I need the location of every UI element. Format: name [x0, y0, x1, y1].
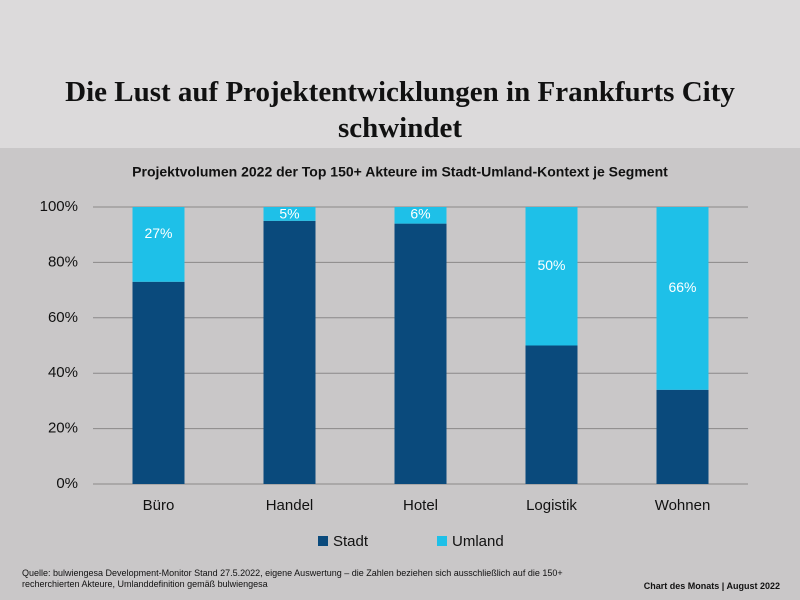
chart-title: Projektvolumen 2022 der Top 150+ Akteure… — [132, 164, 668, 180]
x-tick-label: Handel — [266, 497, 314, 514]
y-tick-label: 0% — [56, 475, 78, 492]
legend-label: Stadt — [333, 533, 369, 550]
bar-segment — [263, 220, 316, 484]
bar-segment — [132, 207, 185, 282]
credit: Chart des Monats | August 2022 — [643, 581, 780, 591]
x-tick-label: Wohnen — [655, 497, 711, 514]
x-tick-label: Büro — [143, 497, 175, 514]
value-label: 5% — [279, 206, 299, 222]
bar-segment — [132, 281, 185, 484]
bar-segment — [394, 223, 447, 484]
y-tick-label: 80% — [48, 253, 78, 270]
bar-segment — [525, 207, 578, 346]
y-tick-label: 100% — [40, 198, 78, 215]
bar-segment — [656, 207, 709, 390]
legend-swatch — [318, 536, 328, 546]
value-label: 27% — [144, 225, 172, 241]
x-tick-label: Logistik — [526, 497, 577, 514]
bar-segment — [525, 345, 578, 484]
y-tick-label: 40% — [48, 364, 78, 381]
legend-swatch — [437, 536, 447, 546]
source-note: Quelle: bulwiengesa Development-Monitor … — [22, 568, 563, 589]
chart: Projektvolumen 2022 der Top 150+ Akteure… — [40, 164, 748, 550]
value-label: 66% — [668, 279, 696, 295]
legend-label: Umland — [452, 533, 504, 550]
bar-segment — [656, 389, 709, 484]
slide-title: Die Lust auf Projektentwicklungen in Fra… — [65, 76, 735, 144]
bar-segment — [394, 207, 447, 224]
y-tick-label: 60% — [48, 309, 78, 326]
bar-segment — [263, 207, 316, 221]
value-label: 50% — [537, 257, 565, 273]
title-band — [0, 0, 800, 148]
value-label: 6% — [410, 206, 430, 222]
x-tick-label: Hotel — [403, 497, 438, 514]
y-tick-label: 20% — [48, 420, 78, 437]
